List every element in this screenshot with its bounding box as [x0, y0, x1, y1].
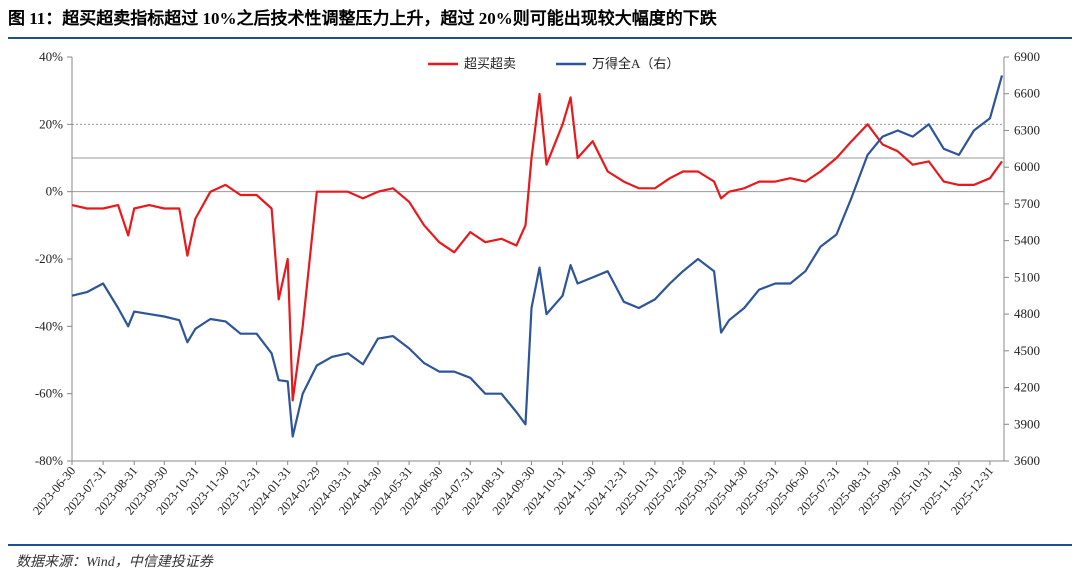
y2-tick-label: 3600 — [1014, 453, 1040, 468]
chart-title: 图 11：超买超卖指标超过 10%之后技术性调整压力上升，超过 20%则可能出现… — [8, 8, 718, 28]
y2-tick-label: 6600 — [1014, 86, 1040, 101]
series-line — [71, 75, 1004, 438]
y2-tick-label: 5400 — [1014, 233, 1040, 248]
y-tick-label: 20% — [39, 116, 63, 131]
y2-tick-label: 4800 — [1014, 306, 1040, 321]
y-tick-label: -20% — [35, 251, 63, 266]
y-tick-label: 0% — [46, 184, 64, 199]
y2-tick-label: 4500 — [1014, 343, 1040, 358]
legend-label: 超买超卖 — [464, 56, 516, 71]
y2-tick-label: 6300 — [1014, 122, 1040, 137]
series-line — [71, 92, 1003, 402]
y-tick-label: -80% — [35, 453, 63, 468]
y-tick-label: 40% — [39, 49, 63, 64]
legend-label: 万得全A（右） — [592, 56, 679, 71]
y2-tick-label: 6000 — [1014, 159, 1040, 174]
y-tick-label: -60% — [35, 386, 63, 401]
y2-tick-label: 5700 — [1014, 196, 1040, 211]
source-note: 数据来源：Wind，中信建投证券 — [16, 554, 214, 570]
y2-tick-label: 4200 — [1014, 380, 1040, 395]
y2-tick-label: 3900 — [1014, 416, 1040, 431]
y2-tick-label: 6900 — [1014, 49, 1040, 64]
y2-tick-label: 5100 — [1014, 269, 1040, 284]
y-tick-label: -40% — [35, 318, 63, 333]
